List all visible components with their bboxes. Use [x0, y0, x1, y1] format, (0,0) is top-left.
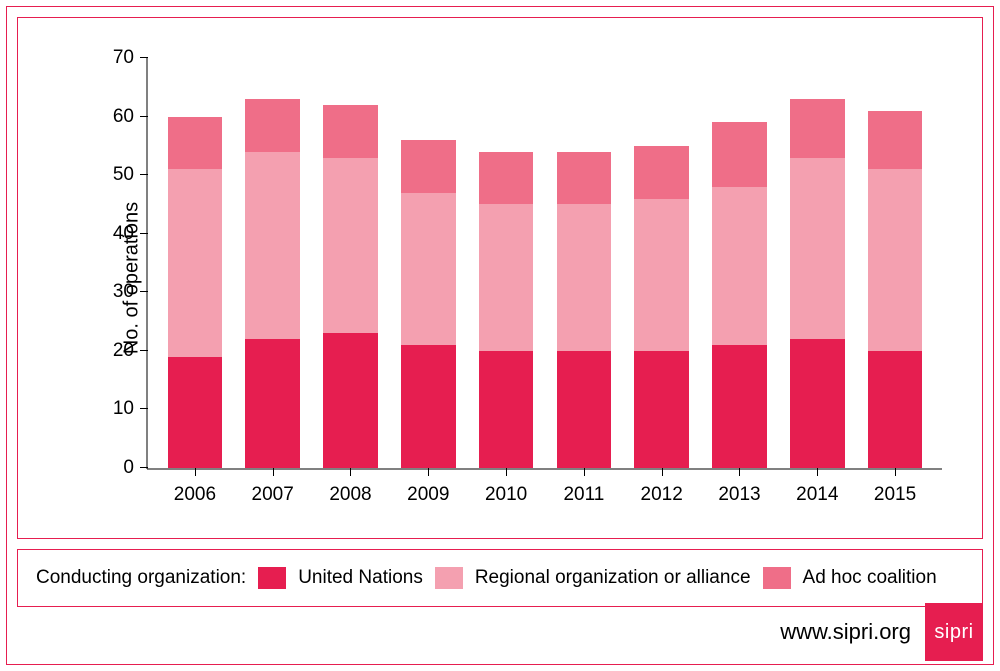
bar-stack	[790, 58, 844, 468]
bar-segment-adhoc	[323, 105, 377, 158]
y-tick-label: 40	[113, 223, 134, 245]
bar-group: 2011	[545, 58, 623, 468]
chart-panel: No. of operations 010203040506070 200620…	[17, 17, 983, 539]
logo-text: sipri	[934, 621, 973, 644]
x-tick-label: 2013	[718, 484, 760, 506]
legend-swatch	[763, 567, 791, 589]
bar-group: 2009	[389, 58, 467, 468]
y-tick-label: 60	[113, 106, 134, 128]
y-tick-label: 20	[113, 340, 134, 362]
bar-segment-adhoc	[479, 152, 533, 205]
bar-stack	[245, 58, 299, 468]
x-tick-label: 2011	[563, 484, 604, 506]
legend-item-label: Ad hoc coalition	[803, 567, 937, 589]
bar-segment-un	[168, 357, 222, 468]
bar-segment-adhoc	[634, 146, 688, 199]
legend-panel: Conducting organization: United Nations R…	[17, 549, 983, 607]
bar-segment-regional	[868, 169, 922, 351]
bar-stack	[168, 58, 222, 468]
legend-title: Conducting organization:	[36, 567, 246, 589]
bar-group: 2015	[856, 58, 934, 468]
bar-segment-un	[323, 333, 377, 468]
y-tick-label: 10	[113, 398, 134, 420]
legend-swatch	[435, 567, 463, 589]
bars-container: 2006200720082009201020112012201320142015	[148, 58, 942, 468]
x-tick-label: 2007	[252, 484, 294, 506]
x-tick-label: 2006	[174, 484, 216, 506]
bar-segment-regional	[634, 199, 688, 351]
bar-segment-un	[712, 345, 766, 468]
bar-stack	[323, 58, 377, 468]
bar-segment-adhoc	[401, 140, 455, 193]
bar-stack	[557, 58, 611, 468]
bar-segment-regional	[790, 158, 844, 340]
bar-stack	[479, 58, 533, 468]
footer-url: www.sipri.org	[780, 619, 911, 645]
bar-group: 2007	[234, 58, 312, 468]
bar-segment-un	[245, 339, 299, 468]
bar-segment-un	[868, 351, 922, 468]
bar-segment-adhoc	[245, 99, 299, 152]
legend-item-label: United Nations	[298, 567, 423, 589]
sipri-logo: sipri	[925, 603, 983, 661]
bar-group: 2006	[156, 58, 234, 468]
bar-group: 2010	[467, 58, 545, 468]
x-tick-label: 2014	[796, 484, 838, 506]
bar-segment-regional	[168, 169, 222, 356]
bar-segment-un	[557, 351, 611, 468]
bar-segment-regional	[323, 158, 377, 334]
bar-segment-un	[479, 351, 533, 468]
bar-segment-un	[401, 345, 455, 468]
bar-segment-adhoc	[557, 152, 611, 205]
bar-segment-un	[634, 351, 688, 468]
bar-segment-regional	[712, 187, 766, 345]
bar-segment-un	[790, 339, 844, 468]
bar-group: 2012	[623, 58, 701, 468]
bar-segment-regional	[245, 152, 299, 339]
x-tick-label: 2012	[641, 484, 683, 506]
legend-item-label: Regional organization or alliance	[475, 567, 751, 589]
footer: www.sipri.org sipri	[17, 606, 983, 658]
x-tick-label: 2008	[329, 484, 371, 506]
bar-segment-adhoc	[868, 111, 922, 170]
bar-segment-adhoc	[168, 117, 222, 170]
y-tick-label: 50	[113, 164, 134, 186]
bar-segment-regional	[557, 204, 611, 350]
y-tick-label: 0	[123, 457, 134, 479]
x-tick-label: 2015	[874, 484, 916, 506]
x-tick-label: 2010	[485, 484, 527, 506]
y-tick-label: 30	[113, 281, 134, 303]
plot-area: 010203040506070 200620072008200920102011…	[148, 58, 942, 468]
bar-segment-adhoc	[790, 99, 844, 158]
bar-segment-regional	[401, 193, 455, 345]
bar-group: 2014	[778, 58, 856, 468]
legend-swatch	[258, 567, 286, 589]
bar-segment-adhoc	[712, 122, 766, 186]
bar-group: 2013	[701, 58, 779, 468]
bar-stack	[634, 58, 688, 468]
outer-frame: No. of operations 010203040506070 200620…	[6, 6, 994, 665]
y-tick-label: 70	[113, 47, 134, 69]
bar-stack	[868, 58, 922, 468]
bar-segment-regional	[479, 204, 533, 350]
bar-group: 2008	[312, 58, 390, 468]
bar-stack	[712, 58, 766, 468]
bar-stack	[401, 58, 455, 468]
x-tick-label: 2009	[407, 484, 449, 506]
